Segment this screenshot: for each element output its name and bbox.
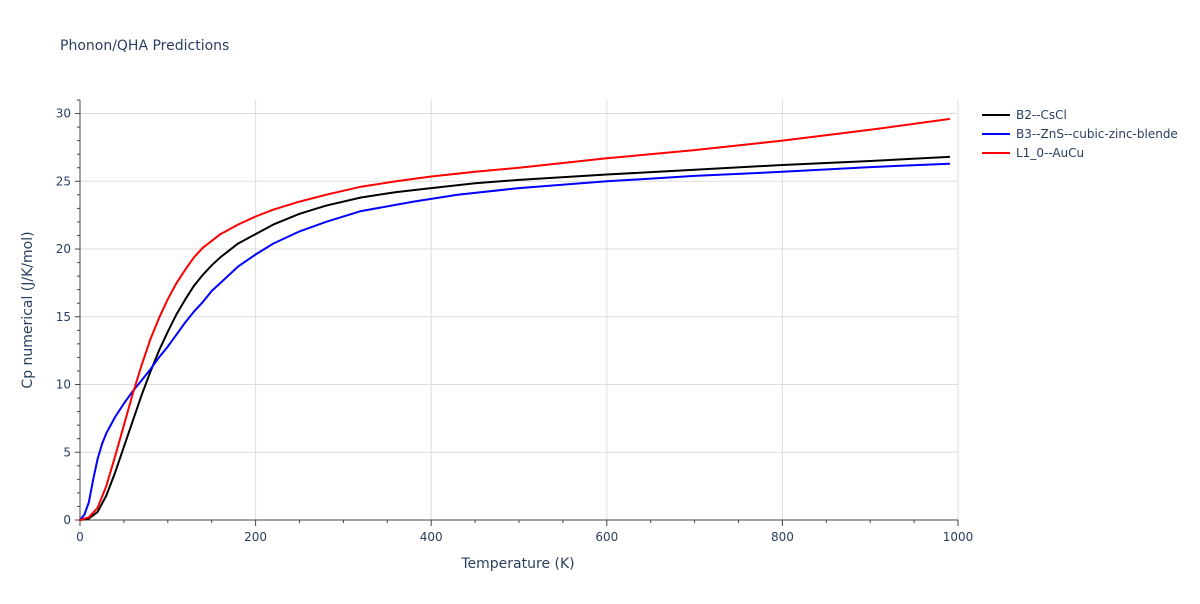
y-tick-label: 10 xyxy=(56,378,71,392)
legend-item[interactable]: B3--ZnS--cubic-zinc-blende xyxy=(982,127,1178,141)
x-tick-label: 400 xyxy=(420,530,443,544)
axis-layer: 0 200 400 600 800 1000 0 5 10 15 20 25 30 xyxy=(56,99,974,544)
legend-label: B2--CsCl xyxy=(1016,108,1067,122)
y-tick-label: 5 xyxy=(63,445,71,459)
x-tick-label: 0 xyxy=(76,530,84,544)
legend-item[interactable]: B2--CsCl xyxy=(982,108,1067,122)
legend-label: L1_0--AuCu xyxy=(1016,146,1084,160)
x-axis-label: Temperature (K) xyxy=(460,556,574,572)
x-tick-label: 800 xyxy=(771,530,794,544)
x-tick-label: 200 xyxy=(244,530,267,544)
series-line-3 xyxy=(79,118,951,521)
y-tick-label: 25 xyxy=(56,174,71,188)
x-tick-label: 1000 xyxy=(943,530,974,544)
series-layer xyxy=(79,118,951,521)
chart-title: Phonon/QHA Predictions xyxy=(60,38,229,54)
y-axis-label: Cp numerical (J/K/mol) xyxy=(20,231,36,388)
legend: B2--CsCl B3--ZnS--cubic-zinc-blende L1_0--… xyxy=(982,108,1178,160)
series-line-1 xyxy=(79,155,951,521)
y-tick-label: 30 xyxy=(56,107,71,121)
grid-layer xyxy=(80,100,959,520)
legend-item[interactable]: L1_0--AuCu xyxy=(982,146,1084,160)
legend-label: B3--ZnS--cubic-zinc-blende xyxy=(1016,127,1178,141)
y-tick-label: 20 xyxy=(56,242,71,256)
y-tick-label: 15 xyxy=(56,310,71,324)
series-line-2 xyxy=(79,162,951,521)
y-tick-label: 0 xyxy=(63,513,71,527)
x-tick-label: 600 xyxy=(595,530,618,544)
